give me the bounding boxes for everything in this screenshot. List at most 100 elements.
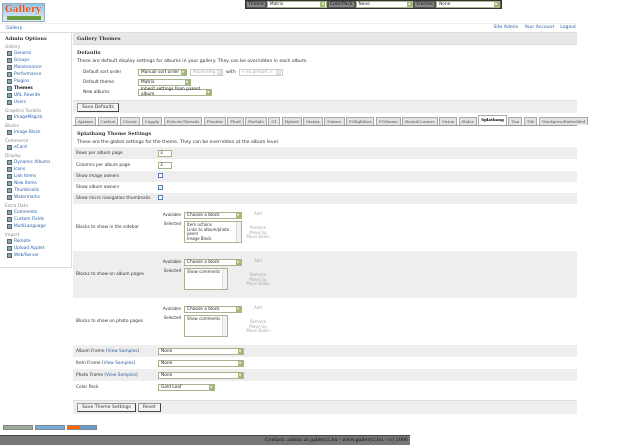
sidebar-item-url-rewrite[interactable]: URL Rewrite [5, 92, 66, 99]
tab-pglightbox[interactable]: PGlightbox [346, 117, 375, 125]
available-blocks-select[interactable]: Choose a block ▼ [184, 212, 242, 219]
move-down-button[interactable]: Move Down [246, 234, 270, 240]
selected-block-item[interactable]: Item actions [187, 222, 212, 227]
sidebar-item-groups[interactable]: Groups [5, 57, 66, 64]
presort-select[interactable]: « no presort » ▼ [238, 68, 283, 76]
breadcrumb-gallery[interactable]: Gallery [6, 26, 23, 31]
tab-roundcorners[interactable]: RoundCorners [402, 117, 438, 125]
colorpack-select[interactable]: None ▼ [355, 1, 414, 8]
gallery-badge[interactable] [35, 425, 65, 430]
add-block-button[interactable]: Add [254, 258, 262, 263]
tab-nature[interactable]: Nature [324, 117, 345, 125]
frames-select[interactable]: None ▼ [436, 1, 500, 8]
sidebar-item-imagemagick[interactable]: ImageMagick [5, 114, 66, 121]
selected-block-item[interactable]: Image Block [187, 235, 212, 241]
tab-classic[interactable]: Classic [119, 117, 141, 125]
available-blocks-select[interactable]: Choose a block ▼ [184, 259, 242, 266]
tab-tun[interactable]: Tun [508, 117, 523, 125]
photo-frame-select[interactable]: None ▼ [158, 371, 244, 379]
tab-ajaxian[interactable]: Ajaxian [75, 117, 97, 125]
album-frame-select[interactable]: None ▼ [158, 347, 244, 355]
tab-carbon[interactable]: Carbon [97, 117, 119, 125]
color-pack-select[interactable]: Gold Leaf ▼ [158, 383, 215, 391]
remove-block-button[interactable]: Remove [249, 225, 267, 230]
tab-wordpressembedded[interactable]: WordpressEmbedded [538, 117, 589, 125]
site-admin-link[interactable]: Site Admin [493, 25, 519, 30]
photo-frame-samples-link[interactable]: View Samples [106, 372, 136, 378]
default-theme-select[interactable]: Matrix ▼ [138, 78, 191, 86]
sidebar-item-new-items[interactable]: New Items [5, 180, 66, 187]
tab-splatbang[interactable]: Splatbang [478, 115, 507, 125]
sidebar-item-comments[interactable]: Comments [5, 209, 66, 216]
move-up-button[interactable]: Move Up [249, 276, 267, 282]
sidebar-item-plugins[interactable]: Plugins [5, 78, 66, 85]
sidebar-item-maintenance[interactable]: Maintenance [5, 64, 66, 71]
image-owners-checkbox[interactable] [158, 173, 163, 178]
php-badge[interactable] [67, 425, 97, 430]
sidebar-item-multilanguage[interactable]: MultiLanguage [5, 223, 66, 230]
sidebar-item-icons[interactable]: Icons [5, 166, 66, 173]
w3c-badge[interactable] [3, 425, 33, 430]
sidebar-item-performance[interactable]: Performance [5, 71, 66, 78]
columns-input[interactable]: 3 [158, 161, 172, 169]
sidebar-item-general[interactable]: General [5, 50, 66, 57]
rows-input[interactable]: 3 [158, 149, 172, 157]
tab-hybrid[interactable]: Hybrid [281, 117, 302, 125]
reset-button[interactable]: Reset [137, 403, 161, 412]
sidebar-item-thumbnails[interactable]: Thumbnails [5, 187, 66, 194]
move-up-button[interactable]: Move Up [249, 323, 267, 329]
sidebar-item-upload-applet[interactable]: Upload Applet [5, 245, 66, 252]
sidebar-item-image-block[interactable]: Image Block [5, 129, 66, 136]
item-frame-select[interactable]: None ▼ [158, 359, 244, 367]
selected-block-item[interactable]: Show comments [187, 316, 221, 321]
sort-direction-select[interactable]: Ascending ▼ [190, 68, 223, 76]
your-account-link[interactable]: Your Account [524, 25, 555, 30]
sidebar-item-users[interactable]: Users [5, 99, 66, 106]
move-up-button[interactable]: Move Up [249, 229, 267, 235]
save-defaults-button[interactable]: Save Defaults [77, 103, 119, 112]
remove-block-button[interactable]: Remove [249, 272, 267, 277]
selected-blocks-list[interactable]: Show comments [184, 268, 228, 290]
move-down-button[interactable]: Move Down [246, 281, 270, 287]
chevron-down-icon: ▼ [237, 348, 243, 354]
sidebar-item-ecard[interactable]: eCard [5, 144, 66, 151]
tab-floatrix[interactable]: Floatrix [203, 117, 226, 125]
sidebar-item-themes[interactable]: Themes [5, 85, 66, 92]
tab-siriux[interactable]: Siriux [439, 117, 458, 125]
selected-blocks-list[interactable]: Item actions Links to album/photo peers Im… [184, 221, 242, 243]
sidebar-item-dynamic-albums[interactable]: Dynamic Albums [5, 159, 66, 166]
logout-link[interactable]: Logout [560, 25, 576, 30]
sidebar-item-watermarks[interactable]: Watermarks [5, 194, 66, 201]
new-albums-select[interactable]: Inherit settings from parent album ▼ [138, 87, 212, 97]
selected-blocks-list[interactable]: Show comments [184, 315, 228, 337]
selected-block-item[interactable]: Show comments [187, 269, 221, 274]
item-frame-samples-link[interactable]: View Samples [103, 360, 134, 366]
sidebar-item-remote[interactable]: Remote [5, 238, 66, 245]
theme-select[interactable]: Matrix ▼ [266, 1, 327, 8]
album-frame-samples-link[interactable]: View Samples [107, 348, 138, 354]
micro-nav-checkbox[interactable] [158, 195, 163, 200]
remove-block-button[interactable]: Remove [249, 319, 267, 324]
tab-forsale[interactable]: ForSale [245, 117, 267, 125]
selected-block-item[interactable]: Links to album/photo peers [187, 226, 230, 237]
chevron-down-icon: ▼ [320, 2, 326, 7]
tab-fluid[interactable]: Fluid [227, 117, 244, 125]
tab-pgtheme[interactable]: PGtheme [375, 117, 401, 125]
tab-matrix[interactable]: Matrix [303, 117, 323, 125]
tab-g1[interactable]: G1 [268, 117, 281, 125]
available-blocks-select[interactable]: Choose a block ▼ [184, 306, 242, 313]
tab-eclecticthreads[interactable]: EclecticThreads [163, 117, 203, 125]
tab-cupply[interactable]: Cupply [141, 117, 163, 125]
tab-tile[interactable]: Tile [523, 117, 538, 125]
save-theme-settings-button[interactable]: Save Theme Settings [77, 403, 136, 412]
tab-slider[interactable]: Slider [458, 117, 477, 125]
add-block-button[interactable]: Add [254, 211, 262, 216]
sort-order-select[interactable]: Manual sort order ▼ [138, 68, 187, 76]
sidebar-item-custom-fields[interactable]: Custom Fields [5, 216, 66, 223]
gallery-logo[interactable]: Gallery [2, 3, 45, 22]
album-owners-checkbox[interactable]: ✓ [158, 184, 163, 190]
move-down-button[interactable]: Move Down [246, 328, 270, 334]
sidebar-item-link-items[interactable]: Link Items [5, 173, 66, 180]
sidebar-item-web-server[interactable]: Web/Server [5, 252, 66, 259]
add-block-button[interactable]: Add [254, 305, 262, 310]
